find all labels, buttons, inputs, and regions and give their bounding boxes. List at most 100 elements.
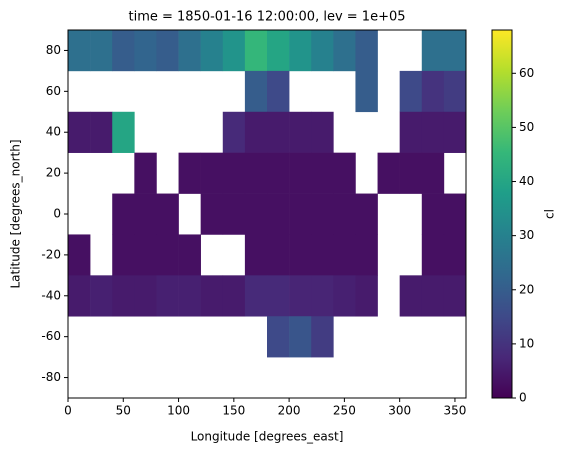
heat-cell xyxy=(355,234,378,276)
heat-cell xyxy=(222,111,246,153)
heat-cell xyxy=(289,275,312,317)
heat-cell xyxy=(311,316,334,358)
heat-cell xyxy=(200,152,224,194)
chart-title: time = 1850-01-16 12:00:00, lev = 1e+05 xyxy=(128,10,405,25)
heat-cell xyxy=(399,111,423,153)
heat-cell xyxy=(377,152,400,194)
x-tick-label: 350 xyxy=(443,404,466,418)
heat-cell xyxy=(156,193,179,235)
heat-cell xyxy=(443,234,467,276)
y-tick-label: -60 xyxy=(41,329,61,343)
heat-cell xyxy=(178,234,201,276)
x-tick-label: 100 xyxy=(167,404,190,418)
heat-cell xyxy=(90,30,113,72)
heat-cell xyxy=(289,234,312,276)
heat-cell xyxy=(222,193,246,235)
heat-cell xyxy=(112,234,135,276)
heat-cell xyxy=(222,152,246,194)
heat-cell xyxy=(68,234,91,276)
heat-cell xyxy=(156,30,179,72)
heat-cell xyxy=(311,275,334,317)
y-tick-label: 60 xyxy=(46,84,61,98)
heat-cell xyxy=(244,234,268,276)
heat-cell xyxy=(355,30,378,72)
heat-cell xyxy=(421,30,445,72)
colorbar-label: cl xyxy=(543,209,557,219)
heat-cell xyxy=(289,316,312,358)
heat-cell xyxy=(68,275,91,317)
colorbar xyxy=(491,29,513,399)
heat-cell xyxy=(244,111,268,153)
heat-cell xyxy=(178,30,201,72)
y-tick-label: -40 xyxy=(41,288,61,302)
heat-cell xyxy=(244,30,268,72)
heat-cell xyxy=(421,70,445,113)
heat-cell xyxy=(311,152,334,194)
heat-cell xyxy=(421,111,445,153)
heat-cell xyxy=(443,30,467,72)
heat-cell xyxy=(333,152,356,194)
heat-cell xyxy=(267,111,290,153)
heat-cell xyxy=(267,152,290,194)
heat-cell xyxy=(443,275,467,317)
x-tick-label: 300 xyxy=(388,404,411,418)
x-tick-label: 250 xyxy=(333,404,356,418)
heat-cell xyxy=(399,70,423,113)
heat-cell xyxy=(355,275,378,317)
heat-cell xyxy=(134,234,157,276)
heat-cell xyxy=(267,275,290,317)
colorbar-tick-label: 40 xyxy=(519,174,534,188)
heat-cell xyxy=(222,275,246,317)
heat-cell xyxy=(156,234,179,276)
heat-cell xyxy=(289,111,312,153)
heat-cell xyxy=(200,193,224,235)
heat-cell xyxy=(333,193,356,235)
colorbar-tick-label: 60 xyxy=(519,66,534,80)
heat-cell xyxy=(134,193,157,235)
x-axis-label: Longitude [degrees_east] xyxy=(191,430,344,444)
y-axis-label: Latitude [degrees_north] xyxy=(9,139,23,288)
heat-cell xyxy=(267,234,290,276)
x-tick-label: 200 xyxy=(278,404,301,418)
heat-cell xyxy=(311,30,334,72)
heat-cell xyxy=(134,152,157,194)
heat-cell xyxy=(289,152,312,194)
heat-cell xyxy=(267,316,290,358)
y-tick-label: 40 xyxy=(46,125,61,139)
heat-cell xyxy=(289,193,312,235)
heat-cell xyxy=(421,234,445,276)
heat-cell xyxy=(311,193,334,235)
heat-cell xyxy=(222,30,246,72)
x-tick-label: 50 xyxy=(116,404,131,418)
heat-cell xyxy=(156,275,179,317)
colorbar-tick-label: 20 xyxy=(519,282,534,296)
heat-cell xyxy=(333,30,356,72)
heat-cell xyxy=(311,234,334,276)
colorbar-tick-label: 10 xyxy=(519,336,534,350)
heat-cell xyxy=(178,275,201,317)
heat-cell xyxy=(178,152,201,194)
heat-cell xyxy=(244,70,268,113)
heat-cell xyxy=(112,275,135,317)
y-tick-label: -20 xyxy=(41,247,61,261)
y-tick-label: 20 xyxy=(46,166,61,180)
heat-cell xyxy=(355,193,378,235)
heat-cell xyxy=(267,70,290,113)
heat-cell xyxy=(244,152,268,194)
heat-cell xyxy=(244,275,268,317)
heat-cell xyxy=(443,70,467,113)
heat-cell xyxy=(421,193,445,235)
x-tick-label: 0 xyxy=(64,404,72,418)
y-tick-label: 0 xyxy=(53,207,61,221)
heat-cell xyxy=(399,152,423,194)
heat-cell xyxy=(90,111,113,153)
heat-cell xyxy=(68,30,91,72)
heat-cell xyxy=(267,193,290,235)
heat-cell xyxy=(134,275,157,317)
heat-cell xyxy=(421,152,445,194)
colorbar-tick-label: 0 xyxy=(519,391,527,405)
heat-cell xyxy=(112,30,135,72)
heat-cell xyxy=(134,30,157,72)
heat-cell xyxy=(421,275,445,317)
